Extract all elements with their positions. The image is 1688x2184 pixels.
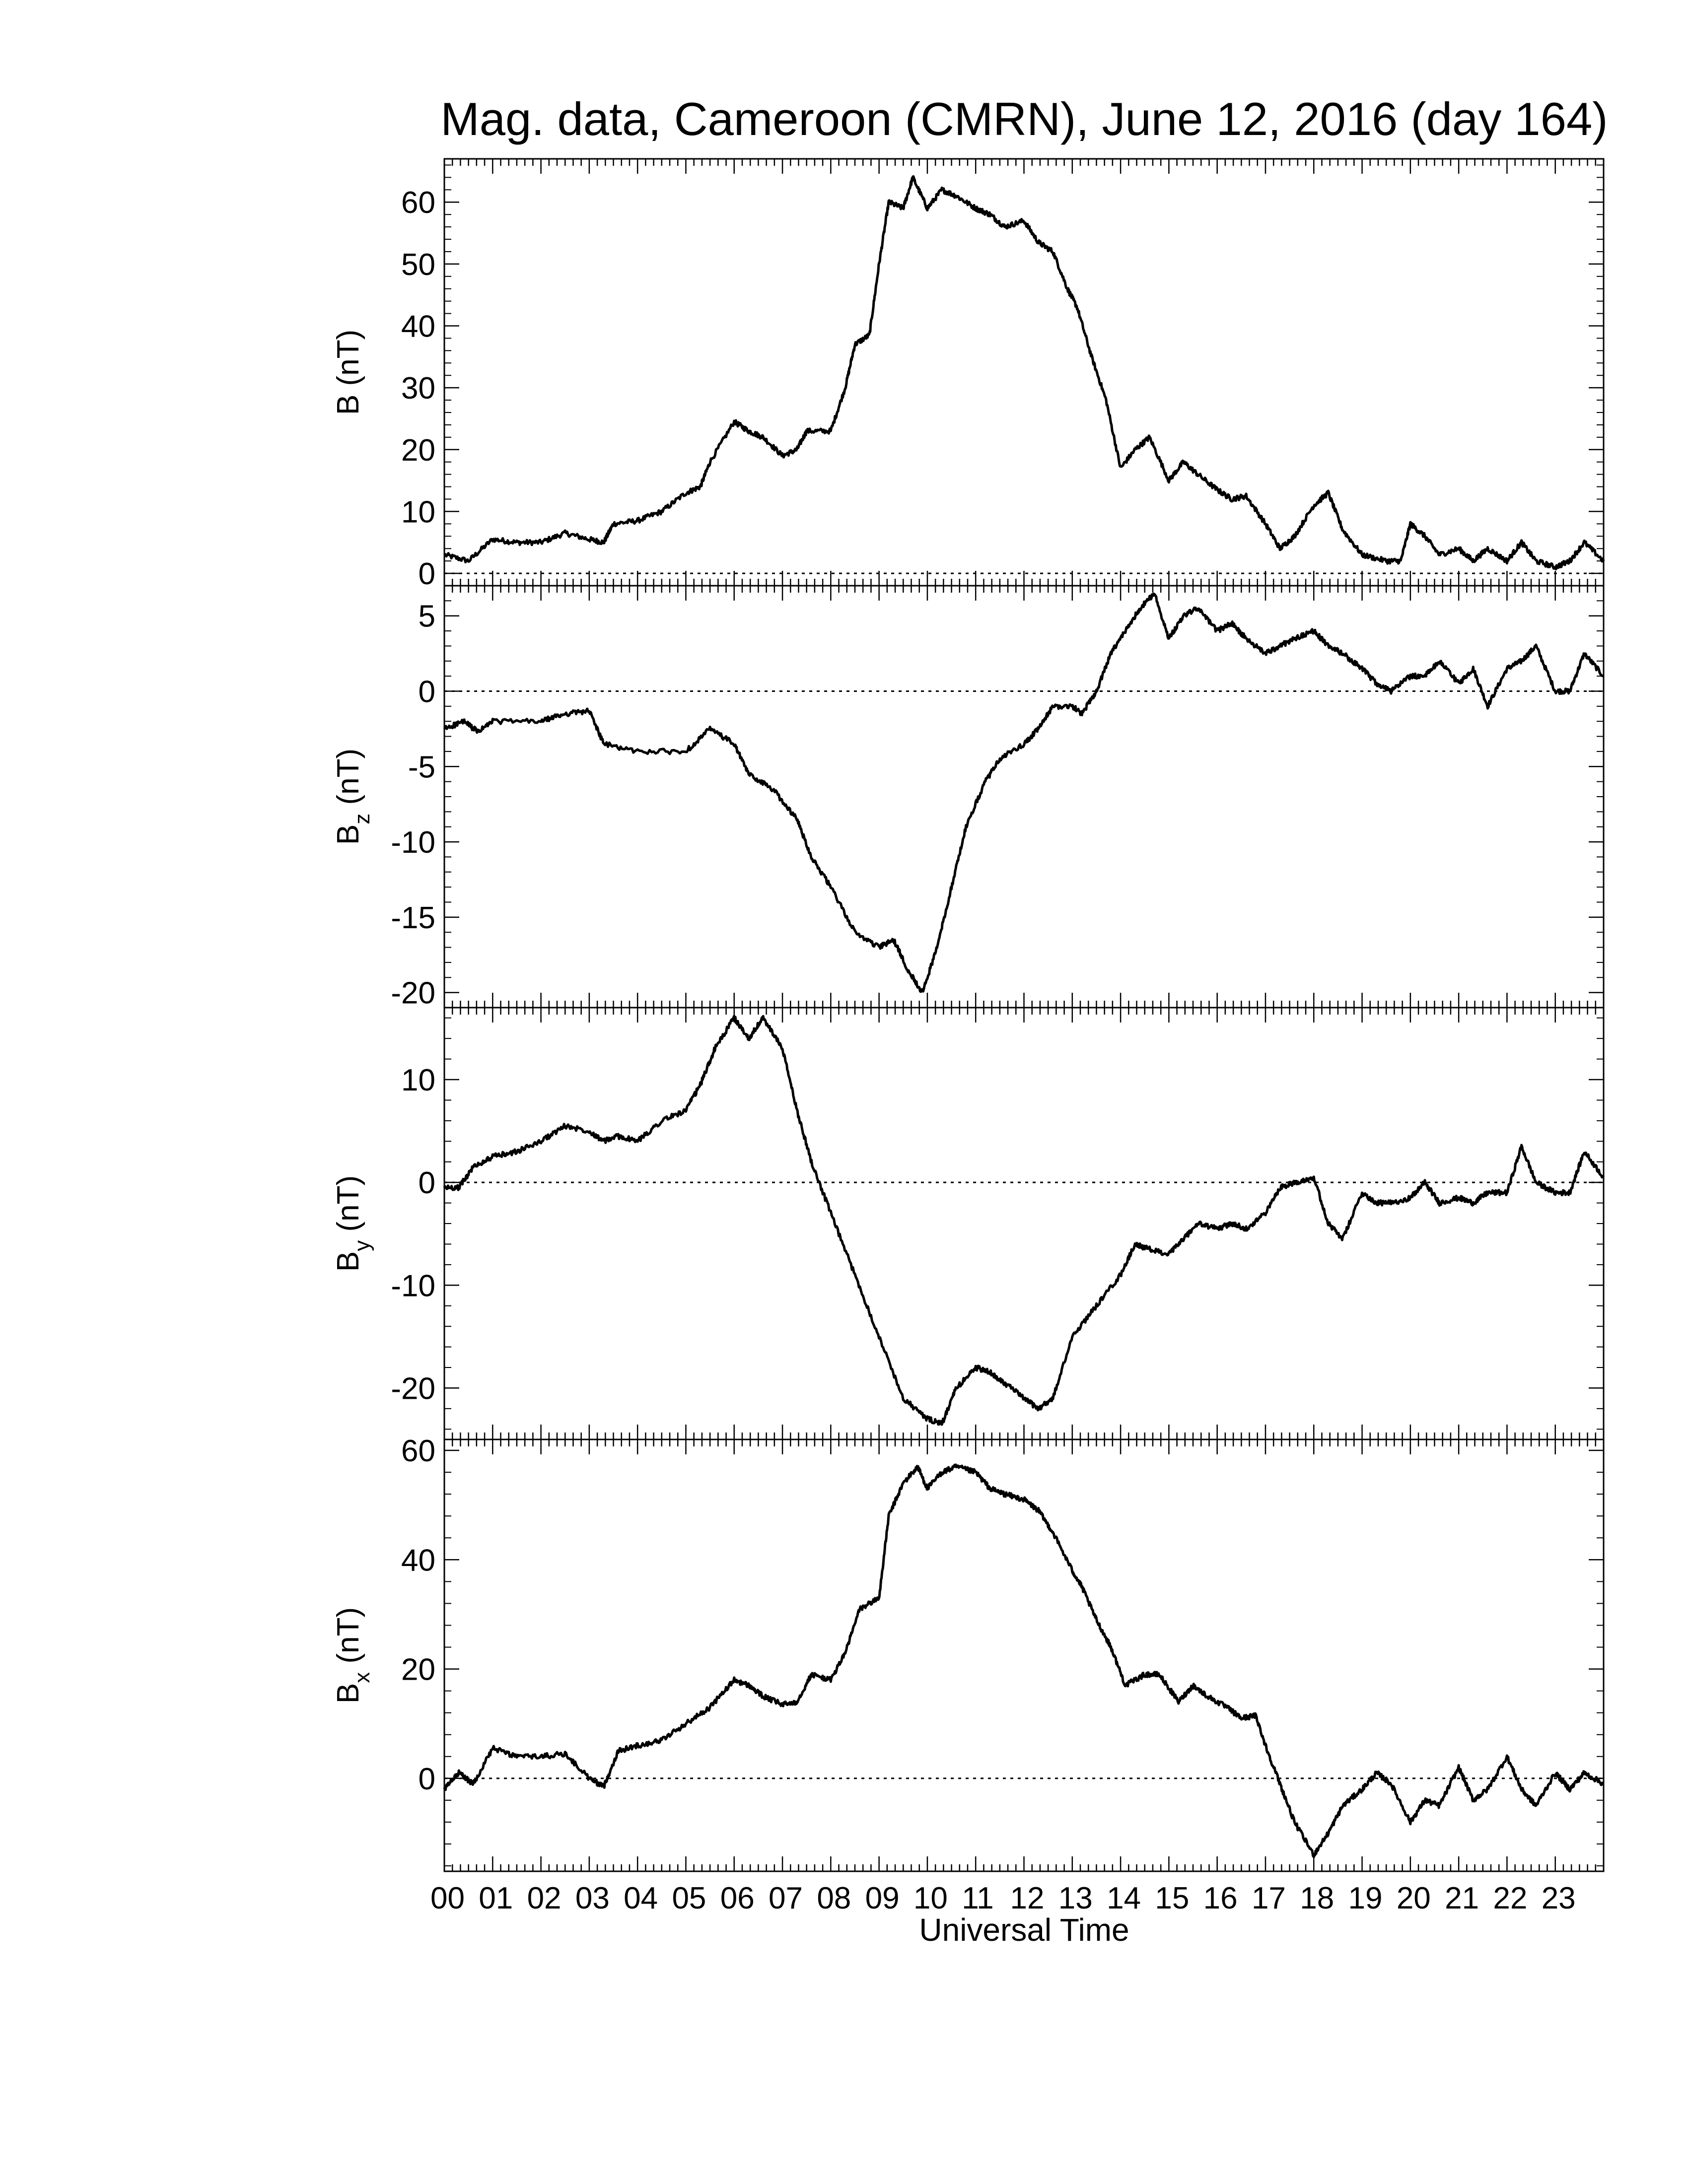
y-tick-label: 10 [401,495,435,529]
data-series-line [443,175,1605,571]
x-tick-label: 05 [672,1881,706,1915]
x-tick-label: 18 [1300,1881,1334,1915]
y-label-base: B [331,1251,365,1272]
x-tick-label: 08 [817,1881,851,1915]
panel-frame [443,585,1605,1009]
y-label-subscript: z [350,814,374,824]
y-label-unit: (nT) [331,749,365,814]
y-tick-label: 20 [401,433,435,468]
y-label-unit: (nT) [331,1607,365,1672]
y-tick-label: 0 [419,1166,435,1200]
y-tick-label: -10 [391,1269,435,1303]
x-tick-label: 01 [479,1881,513,1915]
y-tick-label: 20 [401,1653,435,1687]
x-tick-label: 19 [1348,1881,1383,1915]
y-axis-label: Bx (nT) [331,1607,374,1704]
x-tick-label: 03 [575,1881,610,1915]
y-label-unit: (nT) [331,330,365,395]
x-tick-label: 02 [527,1881,562,1915]
y-tick-label: 0 [419,1762,435,1796]
panel-0: 0 10 20 30 40 50 60 B (nT) [331,158,1605,591]
y-axis-label: Bz (nT) [331,749,374,845]
x-tick-label: 21 [1445,1881,1479,1915]
y-label-subscript: x [350,1672,374,1683]
data-series-line [443,1463,1605,1858]
y-tick-label: 30 [401,371,435,406]
y-label-subscript: y [350,1240,374,1251]
y-tick-label: 0 [419,557,435,591]
x-tick-label: 06 [720,1881,755,1915]
y-tick-label: 60 [401,186,435,220]
y-tick-label: -20 [391,1371,435,1406]
y-axis-label: By (nT) [331,1175,374,1272]
x-tick-label: 09 [865,1881,900,1915]
panel-frame [443,1438,1605,1872]
y-tick-label: 40 [401,310,435,344]
x-tick-label: 11 [962,1881,993,1915]
y-label-base: B [331,1683,365,1704]
y-tick-label: -10 [391,825,435,860]
data-series-line [443,1015,1605,1426]
x-tick-label: 17 [1252,1881,1286,1915]
x-tick-label: 23 [1542,1881,1576,1915]
x-tick-label: 20 [1397,1881,1431,1915]
x-tick-label: 00 [430,1881,465,1915]
x-tick-label: 22 [1493,1881,1527,1915]
y-tick-label: 0 [419,675,435,709]
x-tick-label: 16 [1203,1881,1238,1915]
x-tick-labels: 00 01 02 03 04 05 06 07 08 09 10 11 12 13 14 15 16 17 18 19… [430,1881,1576,1915]
y-axis-label: B (nT) [331,330,365,415]
y-tick-label: -20 [391,976,435,1011]
data-series-line [443,592,1604,993]
y-tick-label: 60 [401,1434,435,1468]
y-tick-label: 50 [401,248,435,282]
panel-3: 0 20 40 60 Bx (nT) [331,1434,1605,1872]
y-tick-label: -15 [391,901,435,935]
y-label-unit: (nT) [331,1175,365,1240]
y-tick-label: 10 [401,1063,435,1097]
panel-2: -20 -10 0 10 By (nT) [331,1007,1605,1440]
x-tick-label: 12 [1010,1881,1045,1915]
y-label-base: B [331,824,365,845]
x-tick-label: 04 [624,1881,658,1915]
x-axis-label: Universal Time [919,1912,1129,1948]
x-tick-label: 14 [1107,1881,1141,1915]
y-tick-label: -5 [408,750,435,784]
chart-title: Mag. data, Cameroon (CMRN), June 12, 201… [440,93,1608,145]
x-tick-label: 10 [914,1881,948,1915]
y-label-base: B [331,395,365,415]
y-tick-label: 5 [419,600,435,634]
panel-1: -20 -15 -10 -5 0 5 Bz (nT) [331,585,1605,1011]
panel-frame [443,1007,1605,1440]
y-tick-label: 40 [401,1543,435,1577]
x-tick-label: 15 [1155,1881,1189,1915]
x-tick-label: 07 [769,1881,803,1915]
x-tick-label: 13 [1058,1881,1093,1915]
